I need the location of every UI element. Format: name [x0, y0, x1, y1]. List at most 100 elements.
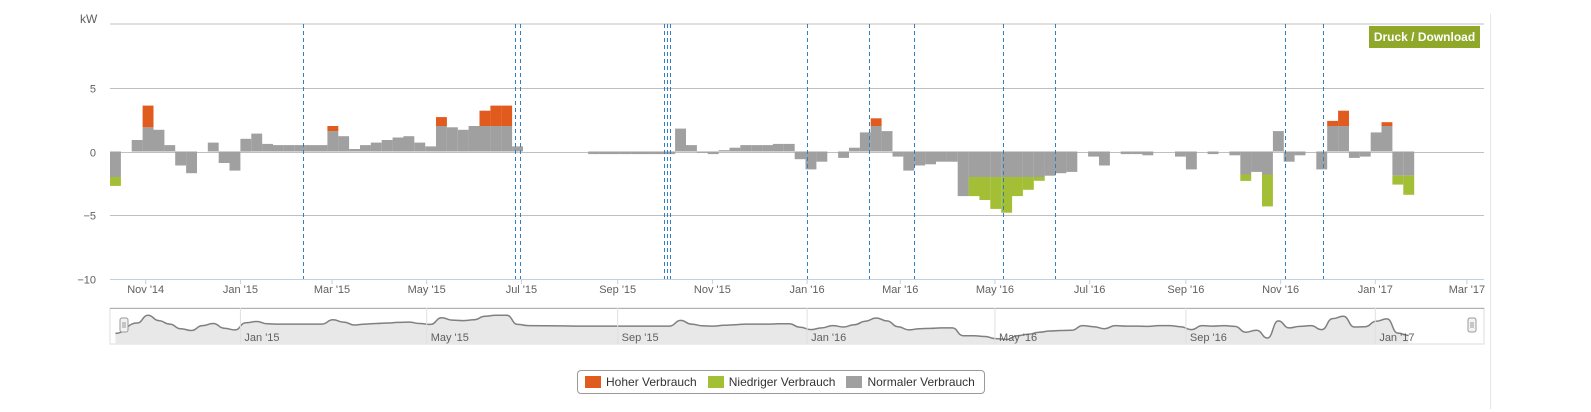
bar	[990, 177, 1002, 209]
bar	[631, 151, 643, 155]
navigator-area	[115, 315, 1409, 344]
bar	[1033, 177, 1045, 181]
bar	[490, 105, 502, 126]
bar	[1207, 151, 1219, 155]
bar	[490, 126, 502, 152]
bar	[1251, 151, 1262, 172]
bars	[110, 105, 1415, 213]
bar	[501, 105, 513, 126]
navigator-handle-left[interactable]	[119, 317, 129, 333]
bar	[436, 126, 447, 152]
bar	[1185, 151, 1197, 170]
navigator-tick-label: Jan '15	[244, 332, 279, 344]
x-tick-label: Sep '15	[599, 284, 636, 296]
bar	[403, 136, 415, 152]
bar	[686, 145, 697, 152]
x-tick-label: Mar '16	[882, 284, 918, 296]
navigator-tick-label: Jan '16	[811, 332, 846, 344]
bar	[142, 127, 154, 152]
bar	[316, 145, 328, 152]
legend-label: Normaler Verbrauch	[867, 375, 975, 389]
bar	[273, 145, 284, 152]
bar	[718, 150, 730, 152]
bar	[588, 151, 600, 155]
bar	[696, 151, 708, 153]
bar	[707, 151, 719, 155]
bar	[620, 151, 632, 155]
bar	[1327, 120, 1339, 126]
bar	[1142, 151, 1154, 156]
y-tick-label: −10	[77, 275, 96, 287]
bar	[1370, 132, 1382, 152]
bar	[479, 126, 491, 152]
bar	[1055, 151, 1067, 174]
bar	[1022, 151, 1034, 177]
navigator-line	[115, 314, 1409, 341]
bar	[229, 151, 241, 171]
bar	[1381, 122, 1393, 126]
bar	[142, 105, 154, 128]
x-tick-label: Jan '16	[790, 284, 825, 296]
bar	[164, 145, 176, 152]
axes: 5 0 −5 −10 kW Nov '14 Jan '15 Mar '15 May '15 Jul…	[77, 12, 1485, 296]
y-axis-title: kW	[80, 12, 98, 26]
bar	[175, 151, 187, 166]
bar	[1240, 174, 1252, 181]
bar	[1403, 175, 1415, 195]
bar	[240, 138, 252, 152]
bar	[1338, 126, 1349, 152]
navigator-handle-right[interactable]	[1467, 317, 1477, 333]
navigator-tick-label: Sep '15	[622, 332, 659, 344]
navigator[interactable]: Jan '15 May '15 Sep '15 Jan '16 May '16 Sep '…	[109, 307, 1485, 345]
bar	[979, 177, 991, 200]
bar	[338, 136, 350, 152]
navigator-tick-label: May '16	[999, 332, 1037, 344]
bar	[1359, 151, 1371, 157]
legend-item-high[interactable]: Hoher Verbrauch	[585, 375, 697, 389]
bar	[870, 126, 882, 152]
bar	[1012, 151, 1023, 177]
bar	[1088, 151, 1099, 157]
bar	[1272, 131, 1284, 152]
legend-swatch-low	[707, 376, 724, 388]
bar	[675, 128, 686, 152]
bar	[609, 151, 621, 155]
bar	[740, 145, 752, 152]
x-tick-label: Sep '16	[1167, 284, 1204, 296]
bar	[110, 177, 121, 186]
bar	[1294, 151, 1306, 156]
bar	[349, 149, 360, 152]
legend: Hoher Verbrauch Niedriger Verbrauch Norm…	[577, 370, 985, 394]
bar	[729, 147, 741, 152]
bar	[1022, 177, 1034, 190]
bar	[794, 151, 806, 160]
legend-item-normal[interactable]: Normaler Verbrauch	[846, 375, 975, 389]
bar	[251, 133, 263, 152]
x-tick-label: May '16	[976, 284, 1014, 296]
bar	[1327, 126, 1339, 152]
bar	[1131, 151, 1143, 155]
bar	[283, 145, 295, 152]
bar	[294, 145, 306, 152]
bar	[816, 151, 828, 162]
bar	[446, 127, 458, 152]
handle-grip	[1467, 317, 1477, 333]
bar	[762, 145, 773, 152]
navigator-tick-label: Sep '16	[1190, 332, 1227, 344]
bar	[1262, 151, 1273, 175]
bar	[1001, 151, 1013, 177]
bar	[1316, 151, 1328, 170]
bar	[881, 131, 893, 152]
bar	[1044, 151, 1056, 176]
bar	[599, 151, 610, 155]
bar	[1175, 151, 1186, 157]
bar	[1001, 177, 1013, 213]
bar	[1381, 126, 1393, 152]
bar	[653, 151, 665, 155]
legend-item-low[interactable]: Niedriger Verbrauch	[707, 375, 835, 389]
x-tick-label: Jul '15	[506, 284, 537, 296]
print-download-button[interactable]: Druck / Download	[1369, 26, 1480, 48]
x-tick-label: Mar '17	[1449, 284, 1485, 296]
bar	[859, 132, 871, 152]
bar	[1229, 151, 1241, 156]
